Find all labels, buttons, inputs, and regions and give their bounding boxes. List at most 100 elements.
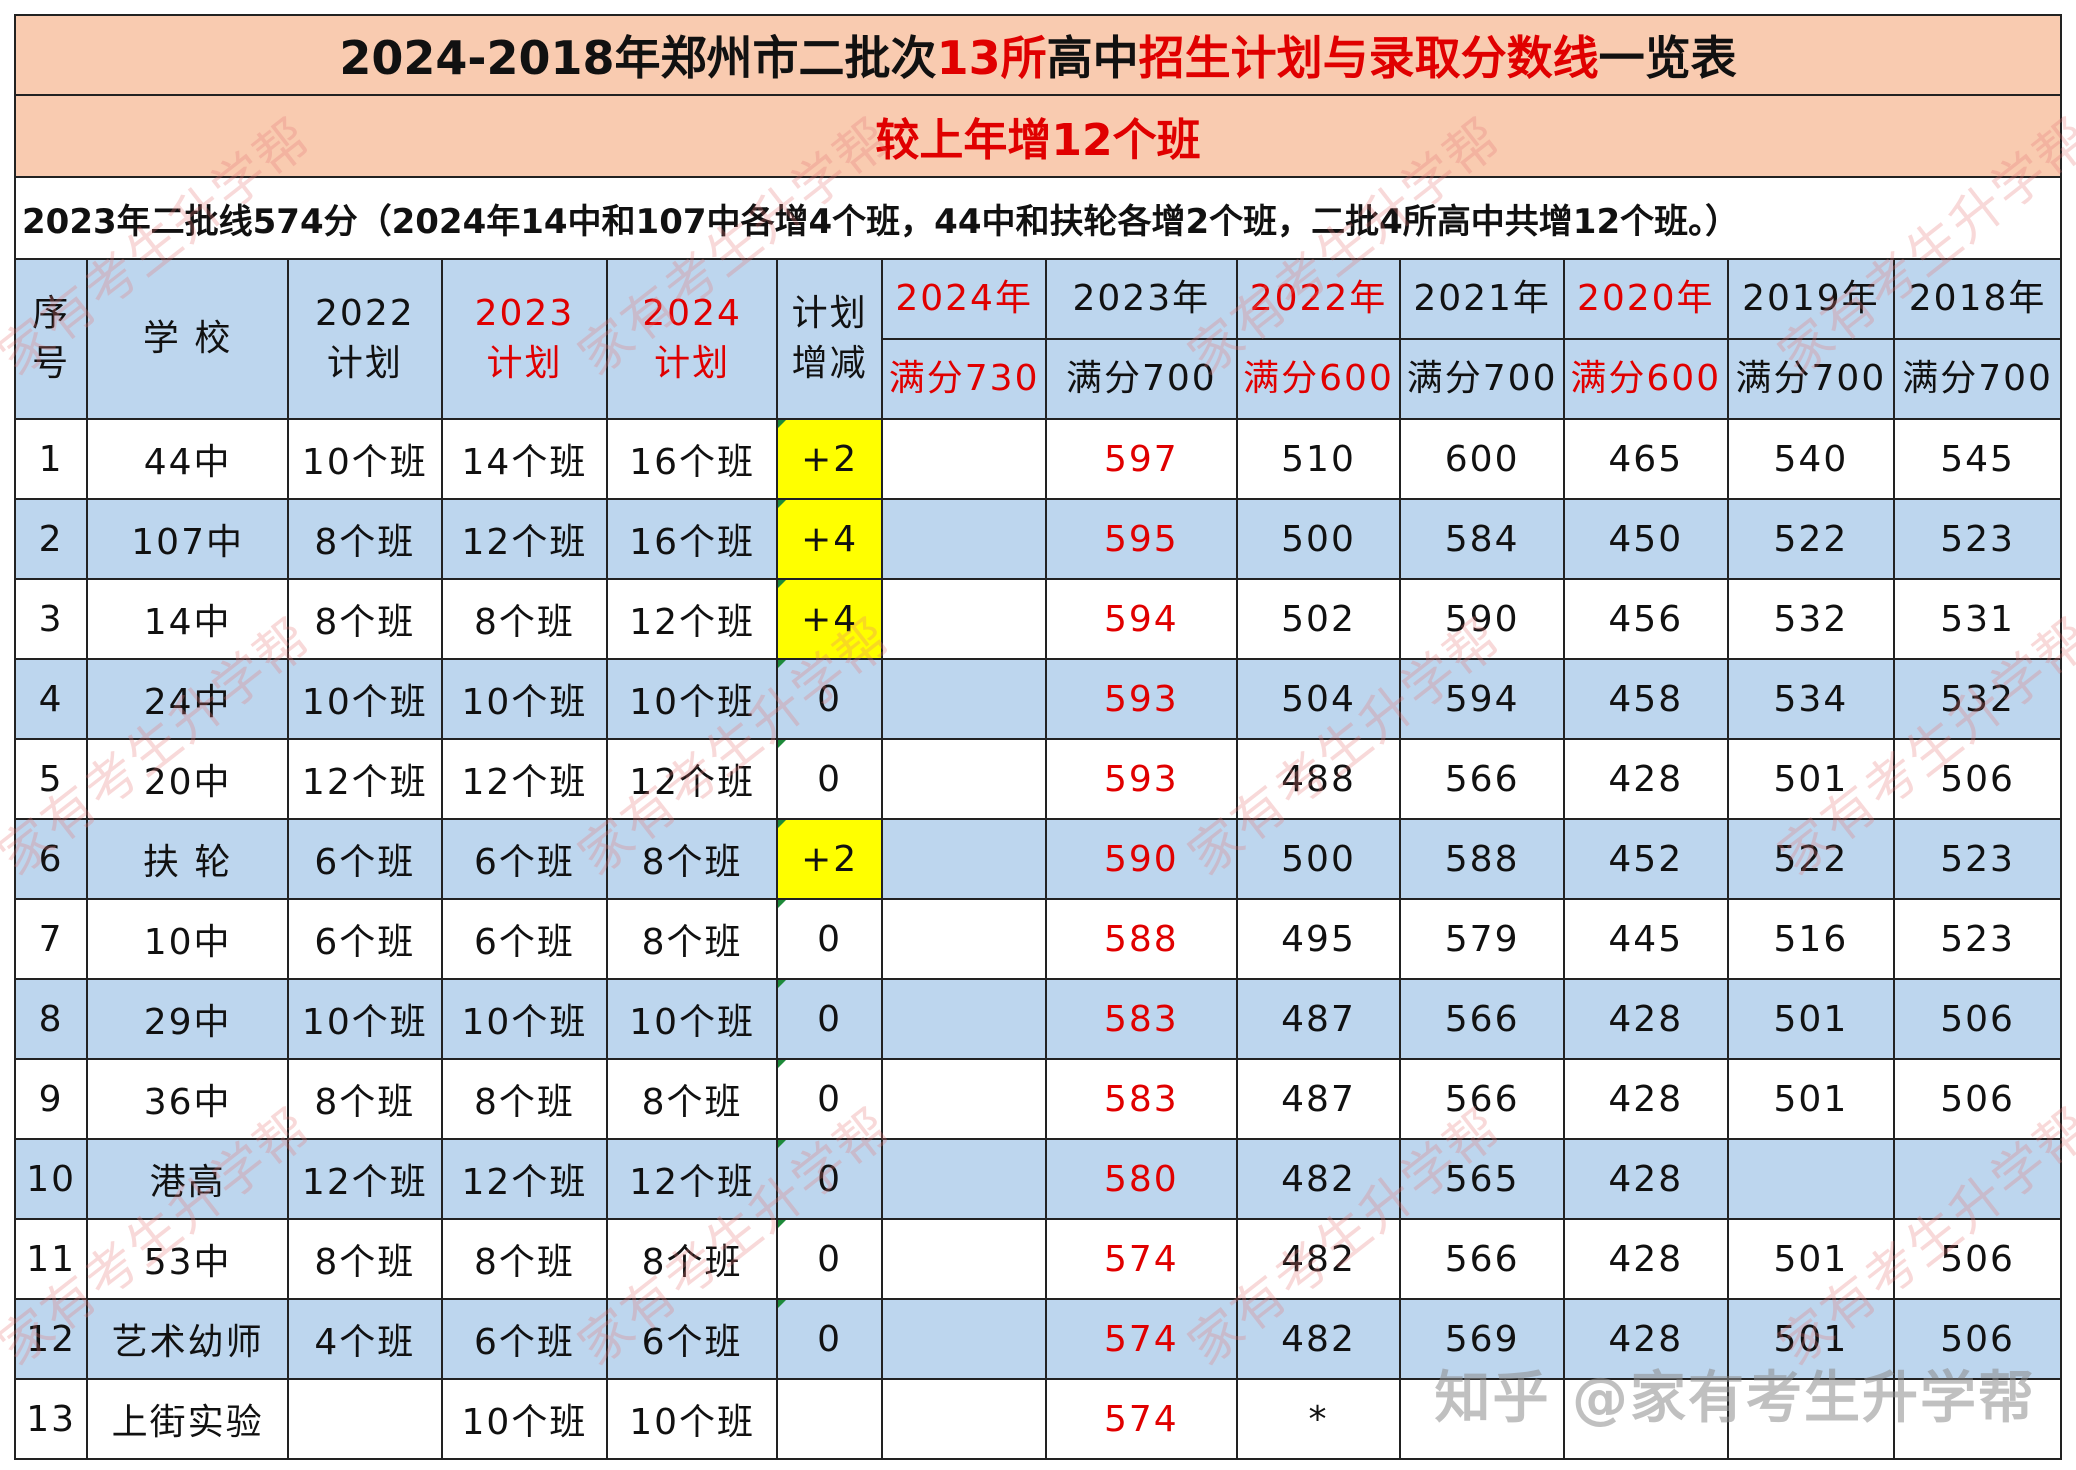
cell-seq: 1 — [13, 418, 89, 500]
cell-s2021: 566 — [1399, 738, 1565, 820]
cell-s2022: 510 — [1235, 418, 1402, 500]
cell-s2019: 501 — [1726, 738, 1896, 820]
cell-s2022: 482 — [1235, 1298, 1402, 1380]
header-year-2023: 2023年 — [1044, 258, 1238, 340]
cell-seq: 10 — [13, 1138, 89, 1220]
page-title: 2024-2018年郑州市二批次13所高中招生计划与录取分数线一览表 — [14, 14, 2062, 96]
cell-p2024: 10个班 — [606, 1378, 778, 1460]
header-year-2021: 2021年 — [1399, 258, 1565, 340]
header-year-2018: 2018年 — [1893, 258, 2062, 340]
subtitle: 较上年增12个班 — [14, 94, 2062, 178]
table-row: 11 53中 8个班 8个班 8个班 0 574 482 566 428 501 506 — [13, 1218, 2062, 1300]
cell-s2020: 428 — [1562, 978, 1729, 1060]
table-row: 8 29中 10个班 10个班 10个班 0 583 487 566 428 501 506 — [13, 978, 2062, 1060]
cell-s2018: 531 — [1893, 578, 2062, 660]
cell-p2024: 8个班 — [606, 818, 778, 900]
header-year-2019: 2019年 — [1726, 258, 1896, 340]
cell-s2018 — [1893, 1378, 2062, 1460]
cell-delta: 0 — [775, 978, 884, 1060]
cell-s2019: 501 — [1726, 1218, 1896, 1300]
cell-s2024 — [881, 1218, 1047, 1300]
comment-marker-icon — [778, 981, 786, 988]
cell-p2024: 8个班 — [606, 898, 778, 980]
cell-s2023: 590 — [1044, 818, 1238, 900]
cell-s2018 — [1893, 1138, 2062, 1220]
cell-s2022: 482 — [1235, 1218, 1402, 1300]
cell-seq: 8 — [13, 978, 89, 1060]
cell-seq: 3 — [13, 578, 89, 660]
cell-s2019: 540 — [1726, 418, 1896, 500]
cell-s2024 — [881, 1378, 1047, 1460]
cell-s2020: 458 — [1562, 658, 1729, 740]
cell-s2022: 488 — [1235, 738, 1402, 820]
cell-p2023: 12个班 — [440, 498, 609, 580]
cell-s2022: 495 — [1235, 898, 1402, 980]
table-row: 2 107中 8个班 12个班 16个班 +4 595 500 584 450 522 523 — [13, 498, 2062, 580]
header-full-2023: 满分700 — [1044, 338, 1238, 420]
cell-school: 107中 — [86, 498, 290, 580]
cell-s2022: * — [1235, 1378, 1402, 1460]
cell-p2022: 10个班 — [287, 418, 443, 500]
cell-s2022: 504 — [1235, 658, 1402, 740]
comment-marker-icon — [778, 1141, 786, 1148]
cell-s2024 — [881, 498, 1047, 580]
comment-marker-icon — [778, 1301, 786, 1308]
cell-s2018: 532 — [1893, 658, 2062, 740]
cell-p2023: 8个班 — [440, 578, 609, 660]
title-part-5: 一览表 — [1598, 31, 1737, 85]
cell-s2020: 445 — [1562, 898, 1729, 980]
cell-s2024 — [881, 1058, 1047, 1140]
cell-s2018: 545 — [1893, 418, 2062, 500]
comment-marker-icon — [778, 821, 786, 828]
cell-school: 53中 — [86, 1218, 290, 1300]
cell-p2023: 10个班 — [440, 978, 609, 1060]
header-full-2021: 满分700 — [1399, 338, 1565, 420]
cell-p2023: 6个班 — [440, 818, 609, 900]
cell-school: 10中 — [86, 898, 290, 980]
cell-s2018: 506 — [1893, 1298, 2062, 1380]
cell-s2023: 580 — [1044, 1138, 1238, 1220]
table-row: 4 24中 10个班 10个班 10个班 0 593 504 594 458 534 532 — [13, 658, 2062, 740]
cell-s2020: 456 — [1562, 578, 1729, 660]
comment-marker-icon — [778, 661, 786, 668]
note-line: 2023年二批线574分（2024年14中和107中各增4个班，44中和扶轮各增… — [14, 176, 2062, 260]
cell-delta: +2 — [775, 418, 884, 500]
cell-s2019: 516 — [1726, 898, 1896, 980]
comment-marker-icon — [778, 501, 786, 508]
cell-p2023: 8个班 — [440, 1058, 609, 1140]
cell-s2020: 428 — [1562, 738, 1729, 820]
cell-p2023: 14个班 — [440, 418, 609, 500]
cell-delta: 0 — [775, 898, 884, 980]
cell-s2021: 590 — [1399, 578, 1565, 660]
cell-s2021: 566 — [1399, 1058, 1565, 1140]
cell-s2019: 534 — [1726, 658, 1896, 740]
admission-sheet: 2024-2018年郑州市二批次13所高中招生计划与录取分数线一览表 较上年增1… — [13, 14, 2062, 1460]
header-plan-2023: 2023 计划 — [440, 258, 609, 420]
cell-s2019: 522 — [1726, 498, 1896, 580]
header-full-2019: 满分700 — [1726, 338, 1896, 420]
cell-school: 扶 轮 — [86, 818, 290, 900]
cell-s2023: 583 — [1044, 1058, 1238, 1140]
cell-s2022: 502 — [1235, 578, 1402, 660]
cell-s2024 — [881, 578, 1047, 660]
table-row: 13 上街实验 10个班 10个班 574 * — [13, 1378, 2062, 1460]
title-part-4: 招生计划与录取分数线 — [1138, 31, 1599, 85]
cell-s2022: 500 — [1235, 498, 1402, 580]
comment-marker-icon — [778, 1061, 786, 1068]
cell-s2022: 487 — [1235, 978, 1402, 1060]
cell-s2018: 523 — [1893, 898, 2062, 980]
cell-p2024: 12个班 — [606, 1138, 778, 1220]
cell-p2024: 16个班 — [606, 418, 778, 500]
cell-s2023: 583 — [1044, 978, 1238, 1060]
cell-p2023: 6个班 — [440, 898, 609, 980]
cell-s2020 — [1562, 1378, 1729, 1460]
cell-s2023: 594 — [1044, 578, 1238, 660]
cell-s2021: 584 — [1399, 498, 1565, 580]
header-plan-delta: 计划 增减 — [775, 258, 884, 420]
cell-school: 上街实验 — [86, 1378, 290, 1460]
cell-s2018: 506 — [1893, 1058, 2062, 1140]
cell-p2023: 8个班 — [440, 1218, 609, 1300]
cell-delta: +4 — [775, 498, 884, 580]
header-full-2022: 满分600 — [1235, 338, 1402, 420]
header-year-2024: 2024年 — [881, 258, 1047, 340]
